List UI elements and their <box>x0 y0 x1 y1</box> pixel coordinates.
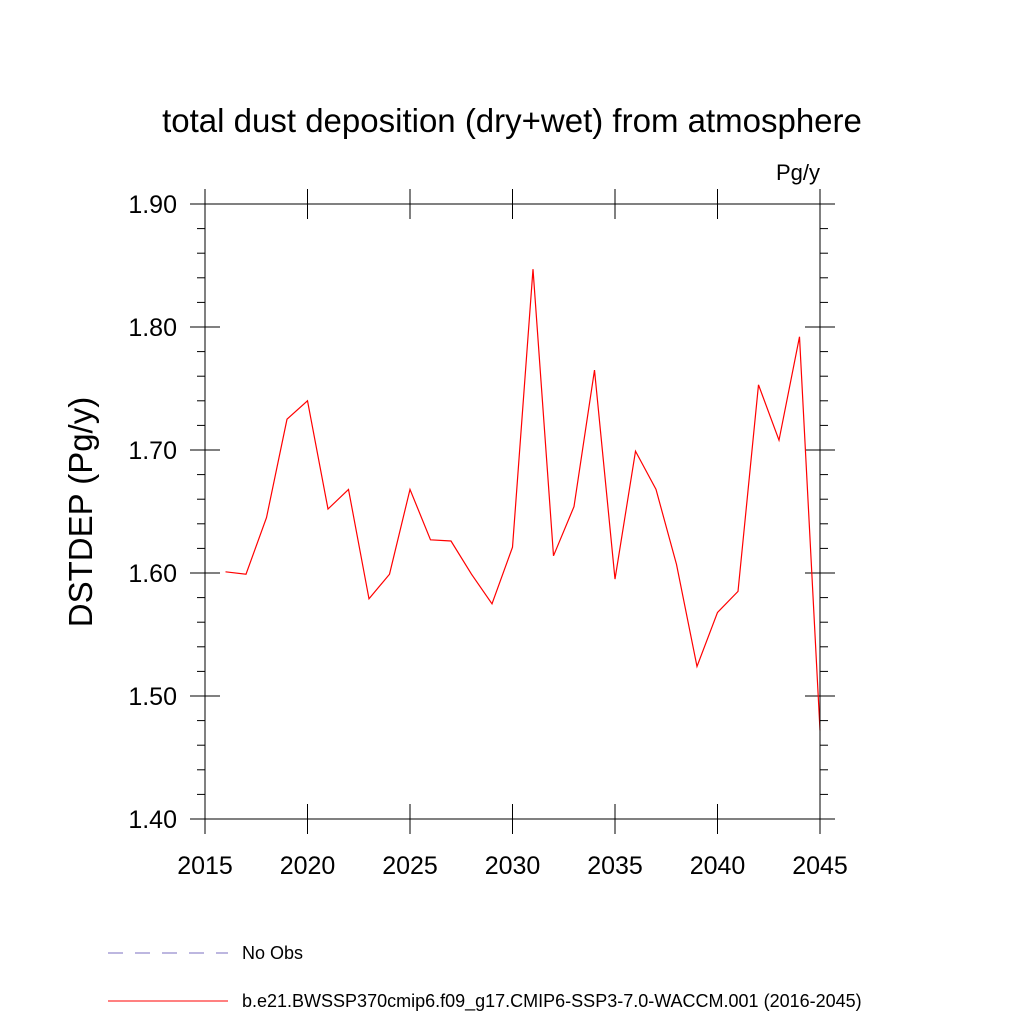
plot-frame <box>204 203 821 820</box>
axis-ticks <box>190 189 835 834</box>
x-tick-label: 2030 <box>485 852 541 880</box>
legend-label-no-obs: No Obs <box>242 943 303 963</box>
legend: No Obs b.e21.BWSSP370cmip6.f09_g17.CMIP6… <box>108 943 862 1012</box>
x-tick-label: 2015 <box>177 852 233 880</box>
series-line <box>225 269 821 731</box>
x-tick-label: 2020 <box>280 852 336 880</box>
x-tick-labels: 2015 2020 2025 2030 2035 2040 2045 <box>177 852 848 880</box>
chart-title: total dust deposition (dry+wet) from atm… <box>162 102 862 139</box>
x-tick-label: 2025 <box>382 852 438 880</box>
y-tick-label: 1.70 <box>128 437 177 465</box>
y-tick-label: 1.60 <box>128 560 177 588</box>
y-tick-label: 1.40 <box>128 806 177 834</box>
series-layer <box>225 269 821 731</box>
y-tick-label: 1.80 <box>128 314 177 342</box>
x-tick-label: 2035 <box>587 852 643 880</box>
y-tick-labels: 1.40 1.50 1.60 1.70 1.80 1.90 <box>128 191 177 834</box>
y-tick-label: 1.50 <box>128 683 177 711</box>
x-tick-label: 2040 <box>690 852 746 880</box>
x-tick-label: 2045 <box>792 852 848 880</box>
y-axis-label: DSTDEP (Pg/y) <box>62 397 99 627</box>
units-label: Pg/y <box>776 160 820 185</box>
y-tick-label: 1.90 <box>128 191 177 219</box>
legend-label-model: b.e21.BWSSP370cmip6.f09_g17.CMIP6-SSP3-7… <box>242 991 862 1012</box>
